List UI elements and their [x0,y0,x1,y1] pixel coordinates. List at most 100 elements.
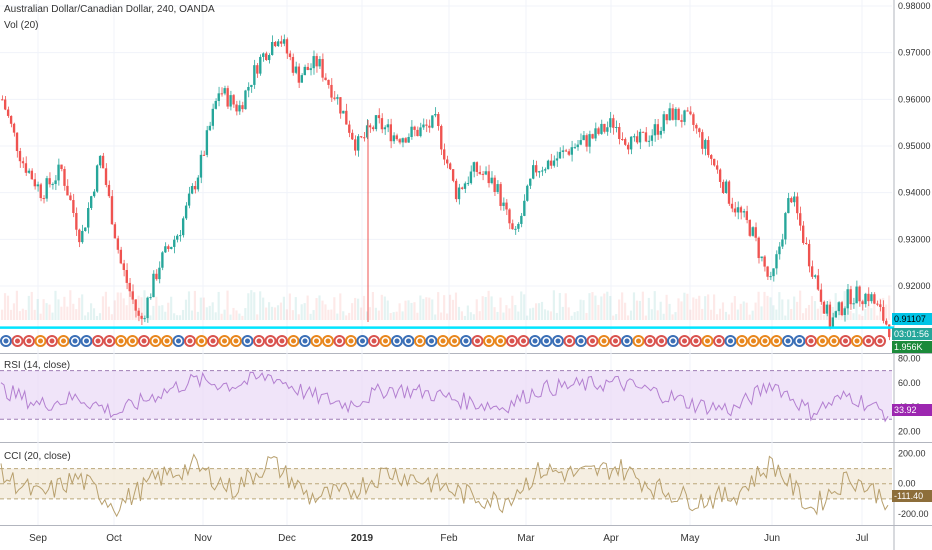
volume-bar [407,300,410,320]
economic-events-strip[interactable] [0,335,886,347]
event-flag-dot [762,338,768,344]
volume-bar [707,294,710,320]
volume-bar [235,310,238,320]
volume-bar [374,307,377,320]
volume-bar [170,296,173,320]
volume-bar [84,315,87,320]
candle-body [629,136,633,150]
candle-body [882,307,885,321]
volume-bar [615,314,618,320]
candle-body [864,293,867,305]
chart-title[interactable]: Australian Dollar/Canadian Dollar, 240, … [4,4,215,15]
event-flag-dot [314,338,319,344]
volume-bar [612,315,615,320]
event-flag-dot [38,338,43,344]
candle-body [253,65,256,85]
volume-bar [36,299,39,320]
candle-body [656,124,659,135]
volume-bar [244,308,247,320]
candle-body [179,235,182,237]
volume-bar [205,307,208,320]
axes-labels: Sep Oct Nov Dec 2019 Feb Mar Apr May Jun Jul 0.9800… [29,1,930,544]
current-price-tag: 0.91107 [892,313,932,325]
event-flag-dot [199,338,204,344]
volume-bar [158,305,161,320]
volume-bar [502,312,505,320]
candle-body [635,136,639,143]
volume-bar [357,298,360,320]
volume-bar [626,315,630,320]
cci-legend[interactable]: CCI (20, close) [4,451,71,462]
volume-bar [259,291,262,320]
volume-bar [469,312,472,320]
time-label-2019: 2019 [351,533,374,544]
event-flag-dot [636,338,641,344]
candle-body [448,163,452,170]
volume-bar [635,300,639,320]
volume-bar [297,314,300,320]
volume-bar [253,292,256,320]
candle-body [537,171,541,173]
volume-bar [638,300,641,320]
candle-body [888,324,891,338]
candle-body [428,125,431,128]
candle-body [609,118,612,128]
volume-bar [713,294,716,320]
volume-bar [600,296,603,320]
candle-body [63,169,66,186]
volume-bar [371,292,374,320]
volume-bar [769,297,772,320]
volume-bar [665,294,668,320]
event-flag-dot [670,338,676,344]
volume-bar [220,313,223,320]
candle-body [689,111,692,115]
volume-bar [116,292,119,320]
candle-body [561,150,565,152]
event-flag-dot [222,338,227,344]
candle-body [532,165,535,179]
volume-bar [389,313,392,320]
rsi-legend[interactable]: RSI (14, close) [4,360,71,371]
candle-body [787,198,790,214]
volume-bar [21,308,24,320]
volume-bar [787,299,790,320]
candle-body [710,155,713,159]
candle-body [158,267,161,280]
volume-bar [873,298,876,320]
candle-body [312,56,315,69]
volume-bar [837,311,840,320]
time-label-feb: Feb [440,533,458,544]
candle-body [543,169,547,171]
volume-bar [704,296,707,320]
volume-bar [543,309,547,320]
candle-body [259,56,262,74]
candle-body [704,140,707,149]
candle-body [804,242,808,244]
candle-body [327,80,330,85]
volume-bar [265,307,268,320]
volume-bar [149,315,152,320]
candle-body [383,127,387,130]
volume-bar [870,308,873,320]
candle-body [715,165,719,170]
volume-bar [416,312,419,320]
candle-body [149,297,152,299]
event-flag-dot [475,338,480,344]
volume-legend[interactable]: Vol (20) [4,20,39,31]
volume-bar [226,290,229,320]
rsi-tick-label: 60.00 [898,378,921,388]
event-flag-dot [383,338,388,344]
candle-body [69,195,72,201]
candle-body [849,289,852,305]
candle-body [276,41,280,47]
event-flag-dot [521,338,526,344]
candle-body [799,213,802,226]
event-flag-dot [567,338,572,344]
candle-body [95,165,99,192]
volume-bar [137,295,140,320]
volume-bar [727,314,730,320]
time-label-apr: Apr [603,533,619,544]
candle-body [514,228,517,230]
event-flag-dot [291,338,296,344]
